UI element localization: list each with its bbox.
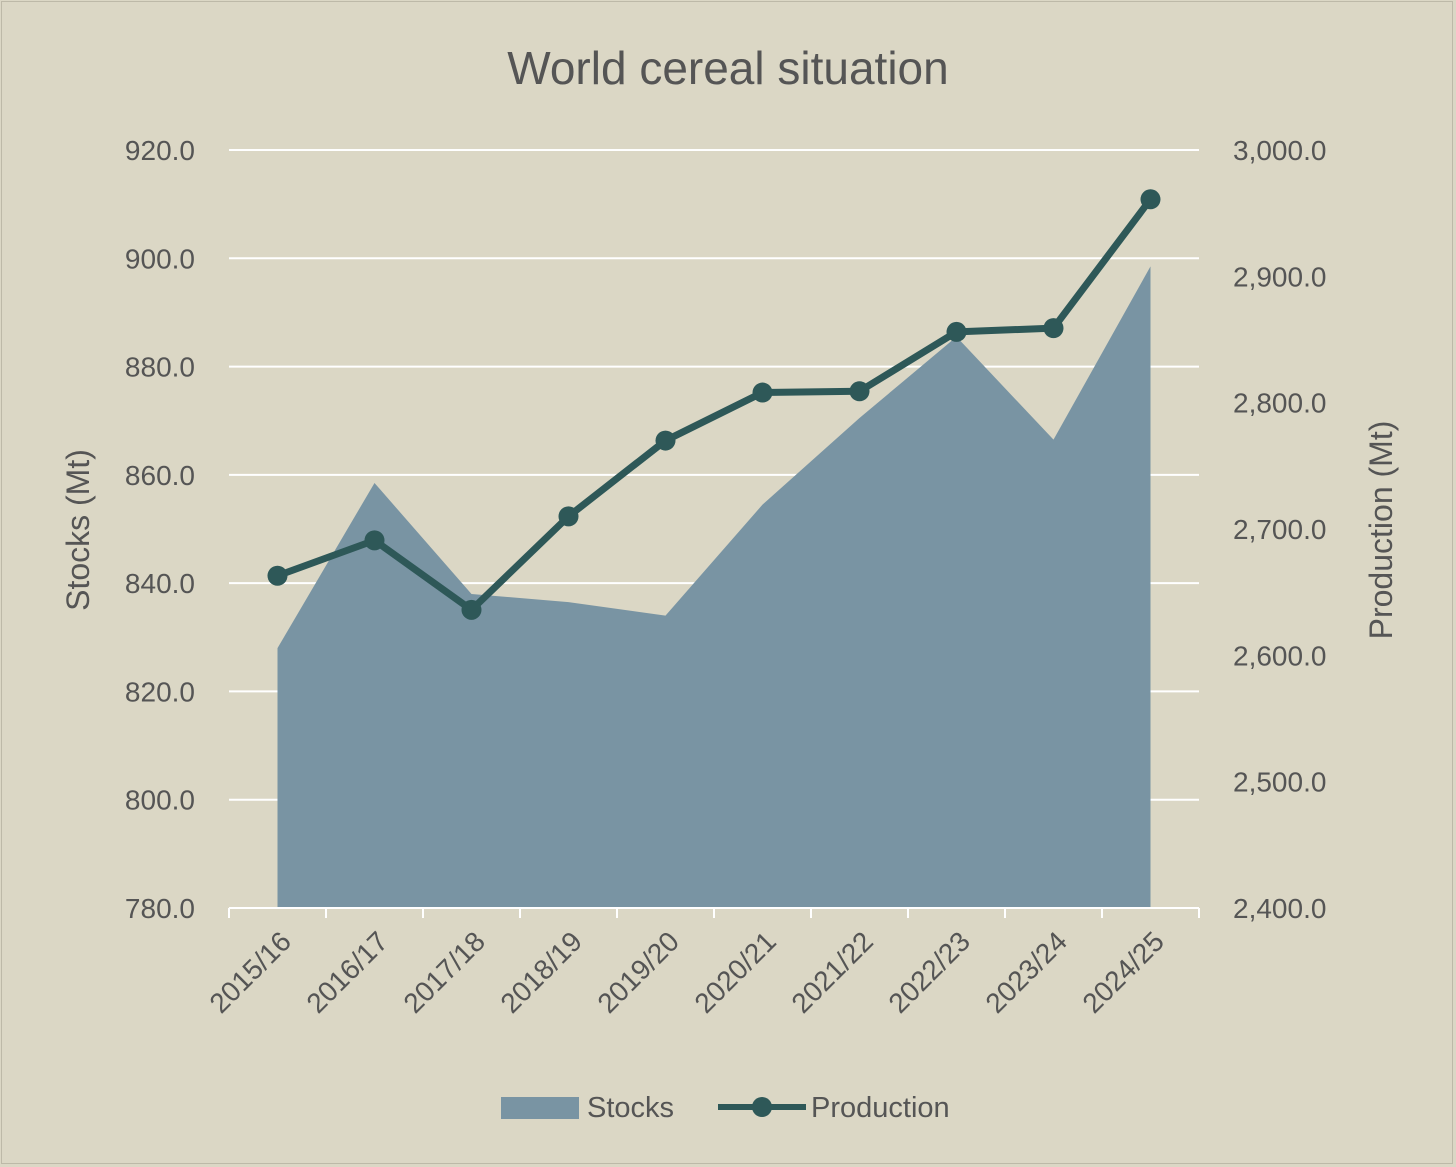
y-left-tick-label: 880.0 <box>125 352 195 383</box>
production-point <box>752 382 773 403</box>
y-right-tick-label: 2,400.0 <box>1233 893 1326 924</box>
y-axis-right: 3,000.0 2,900.0 2,800.0 2,700.0 2,600.0 2,500… <box>1233 135 1326 924</box>
production-point <box>267 565 288 586</box>
production-point <box>655 430 676 451</box>
legend: Stocks Production <box>501 1092 950 1124</box>
x-tick-label: 2022/23 <box>882 926 975 1019</box>
y-left-tick-label: 780.0 <box>125 893 195 924</box>
legend-swatch-production-marker <box>752 1097 772 1117</box>
production-point <box>461 599 482 620</box>
stocks-area-series <box>277 266 1151 909</box>
y-left-tick-label: 840.0 <box>125 568 195 599</box>
x-tick-label: 2023/24 <box>979 926 1072 1019</box>
y-left-tick-label: 900.0 <box>125 243 195 274</box>
y-axis-left: 920.0 900.0 880.0 860.0 840.0 820.0 800.0 780.0 <box>125 135 195 924</box>
y-right-tick-label: 2,900.0 <box>1233 261 1326 292</box>
y-right-tick-label: 2,600.0 <box>1233 640 1326 671</box>
x-tick-label: 2016/17 <box>300 926 393 1019</box>
y-right-tick-label: 2,500.0 <box>1233 767 1326 798</box>
y-axis-right-title: Production (Mt) <box>1363 421 1399 640</box>
x-tick-label: 2018/19 <box>494 926 587 1019</box>
x-tick-label: 2019/20 <box>591 926 684 1019</box>
legend-label-stocks: Stocks <box>587 1092 674 1124</box>
x-axis: 2015/16 2016/17 2017/18 2018/19 2019/20 2020/… <box>203 907 1200 1019</box>
stocks-area <box>277 266 1151 909</box>
production-point <box>1043 318 1064 339</box>
y-right-tick-label: 2,700.0 <box>1233 514 1326 545</box>
production-line-series <box>267 189 1161 620</box>
production-point <box>849 381 870 402</box>
production-point <box>364 530 385 551</box>
y-right-tick-label: 3,000.0 <box>1233 135 1326 166</box>
x-tick-label: 2017/18 <box>397 926 490 1019</box>
x-tick-label: 2024/25 <box>1076 926 1169 1019</box>
y-left-tick-label: 920.0 <box>125 135 195 166</box>
production-line <box>276 197 1154 614</box>
legend-label-production: Production <box>811 1092 950 1124</box>
x-tick-label: 2020/21 <box>688 926 781 1019</box>
chart-title: World cereal situation <box>507 42 948 94</box>
production-point <box>1140 189 1161 210</box>
x-tick-label: 2015/16 <box>203 926 296 1019</box>
y-axis-left-title: Stocks (Mt) <box>60 449 96 611</box>
y-right-tick-label: 2,800.0 <box>1233 388 1326 419</box>
production-point <box>558 506 579 527</box>
y-left-tick-label: 860.0 <box>125 460 195 491</box>
legend-swatch-stocks <box>501 1097 579 1119</box>
production-point <box>946 321 967 342</box>
x-tick-label: 2021/22 <box>785 926 878 1019</box>
y-left-tick-label: 820.0 <box>125 676 195 707</box>
y-left-tick-label: 800.0 <box>125 785 195 816</box>
